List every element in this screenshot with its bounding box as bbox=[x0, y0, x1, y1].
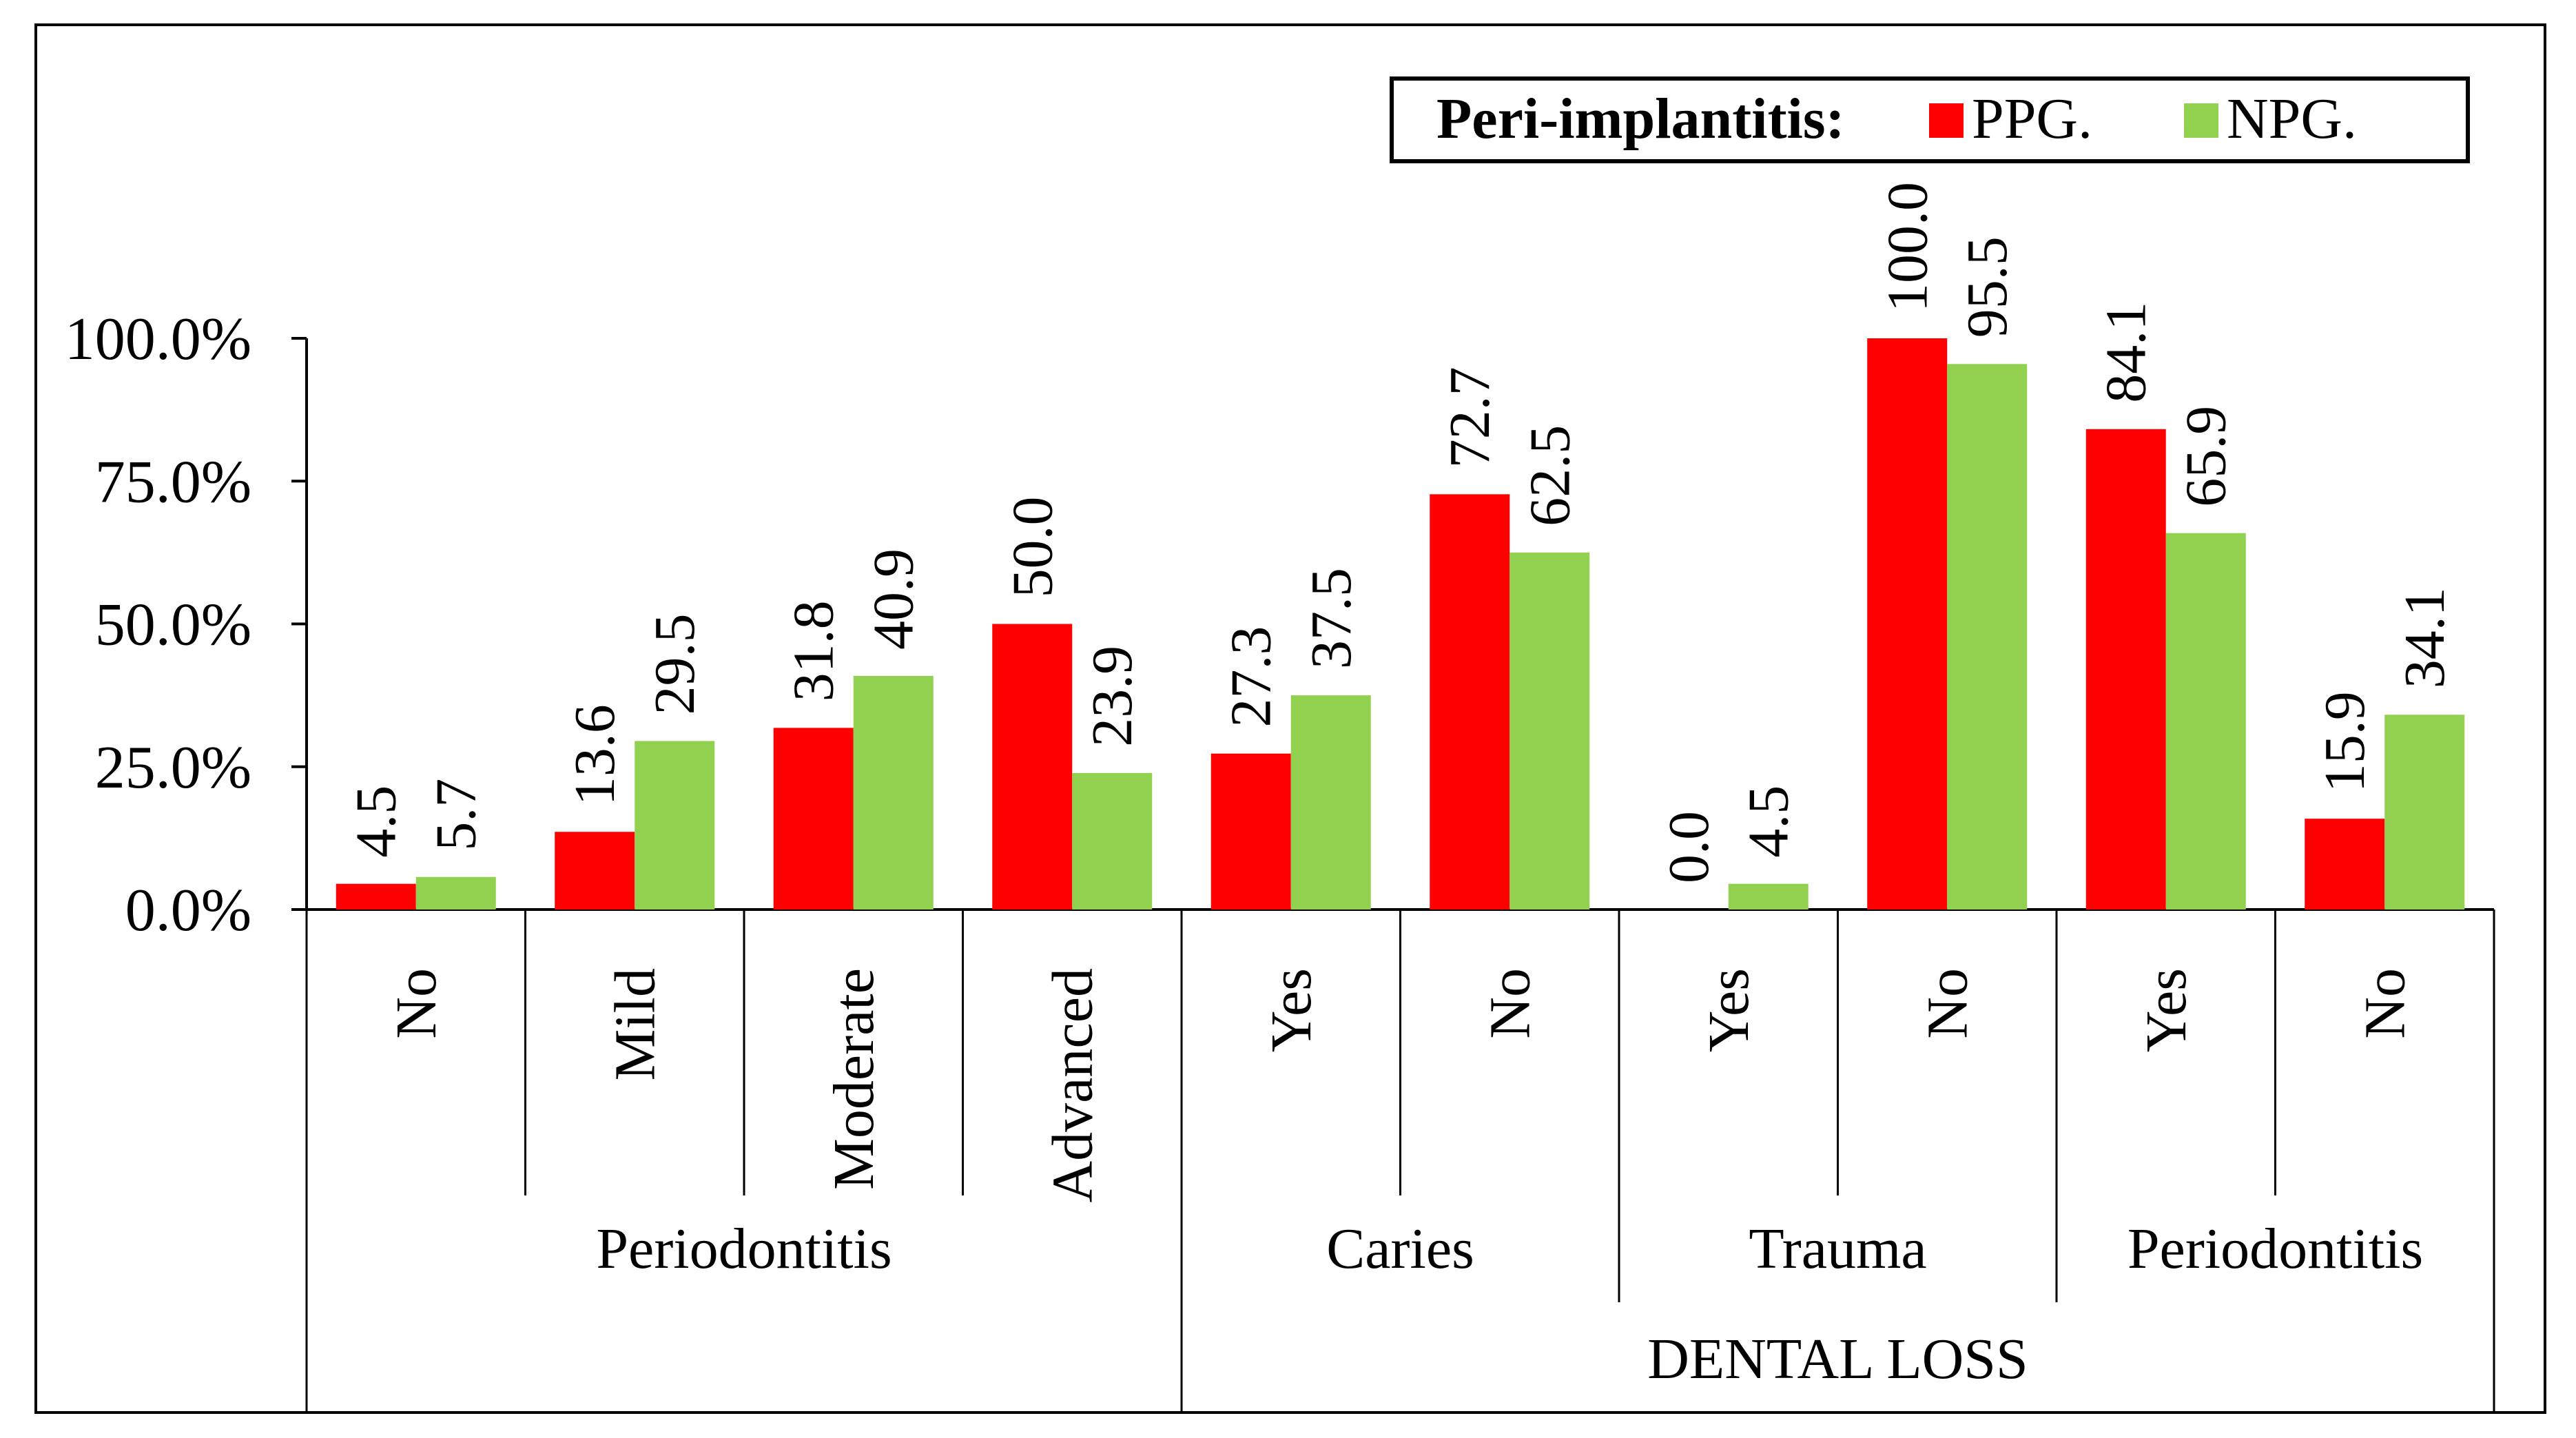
data-label-npg-4: 37.5 bbox=[1299, 568, 1363, 669]
legend-title: Peri-implantitis: bbox=[1436, 87, 1845, 151]
data-label-ppg-6: 0.0 bbox=[1657, 811, 1721, 883]
bar-npg-9 bbox=[2384, 715, 2465, 910]
bar-npg-8 bbox=[2165, 533, 2246, 910]
y-tick-label: 75.0% bbox=[95, 449, 251, 515]
y-tick-label: 50.0% bbox=[95, 592, 251, 659]
bar-ppg-1 bbox=[555, 832, 635, 910]
plot-area: 0.0%25.0%50.0%75.0%100.0%4.5 5.7No13.629.… bbox=[65, 182, 2495, 1413]
legend-label-ppg: PPG. bbox=[1972, 87, 2092, 151]
bar-npg-7 bbox=[1947, 364, 2028, 910]
bar-ppg-0 bbox=[336, 883, 416, 910]
bar-npg-2 bbox=[853, 675, 934, 910]
bar-ppg-7 bbox=[1867, 338, 1948, 910]
category-label-6: Yes bbox=[1697, 968, 1761, 1052]
category-label-2: Moderate bbox=[822, 968, 886, 1190]
bar-npg-4 bbox=[1290, 695, 1371, 910]
group-label-1: Caries bbox=[1326, 1217, 1474, 1281]
bar-ppg-3 bbox=[992, 624, 1073, 910]
supergroup-label-1: DENTAL LOSS bbox=[1647, 1327, 2028, 1391]
category-label-0: No bbox=[384, 968, 449, 1039]
legend-swatch-npg bbox=[2184, 103, 2218, 138]
data-label-npg-7: 95.5 bbox=[1955, 236, 2019, 338]
data-label-npg-0: 5.7 bbox=[424, 779, 488, 851]
bar-npg-1 bbox=[635, 741, 715, 910]
y-tick-label: 25.0% bbox=[95, 735, 251, 801]
bar-ppg-8 bbox=[2085, 429, 2166, 910]
data-label-ppg-5: 72.7 bbox=[1438, 367, 1502, 468]
group-label-3: Periodontitis bbox=[2127, 1217, 2423, 1281]
category-label-9: No bbox=[2353, 968, 2417, 1039]
data-label-npg-2: 40.9 bbox=[862, 548, 926, 650]
data-label-npg-1: 29.5 bbox=[643, 613, 707, 715]
bar-ppg-2 bbox=[773, 728, 854, 910]
category-label-3: Advanced bbox=[1040, 968, 1104, 1203]
bar-npg-0 bbox=[415, 876, 496, 910]
data-label-ppg-1: 13.6 bbox=[563, 704, 627, 805]
data-label-ppg-9: 15.9 bbox=[2313, 691, 2377, 792]
data-label-ppg-7: 100.0 bbox=[1875, 182, 1939, 312]
data-label-ppg-0: 4.5 bbox=[344, 785, 409, 858]
data-label-npg-9: 34.1 bbox=[2393, 587, 2457, 688]
data-label-ppg-2: 31.8 bbox=[782, 600, 846, 701]
bar-ppg-9 bbox=[2305, 819, 2385, 910]
group-label-0: Periodontitis bbox=[596, 1217, 892, 1281]
category-label-5: No bbox=[1478, 968, 1542, 1039]
data-label-ppg-3: 50.0 bbox=[1000, 497, 1064, 598]
y-tick-label: 0.0% bbox=[125, 877, 251, 944]
data-label-npg-8: 65.9 bbox=[2174, 406, 2238, 507]
bar-npg-3 bbox=[1072, 772, 1153, 910]
bar-ppg-5 bbox=[1430, 494, 1510, 910]
bar-ppg-4 bbox=[1210, 753, 1291, 910]
category-label-7: No bbox=[1915, 968, 1979, 1039]
legend-swatch-ppg bbox=[1929, 103, 1964, 138]
legend: Peri-implantitis: PPG. NPG. bbox=[1390, 76, 2470, 163]
category-label-1: Mild bbox=[603, 968, 667, 1080]
category-label-8: Yes bbox=[2134, 968, 2198, 1052]
data-label-npg-6: 4.5 bbox=[1737, 785, 1801, 858]
legend-label-npg: NPG. bbox=[2227, 87, 2357, 151]
y-tick-label: 100.0% bbox=[65, 306, 251, 373]
data-label-ppg-8: 84.1 bbox=[2094, 302, 2158, 403]
bar-npg-6 bbox=[1728, 883, 1809, 910]
category-label-4: Yes bbox=[1259, 968, 1323, 1052]
data-label-ppg-4: 27.3 bbox=[1219, 626, 1284, 728]
data-label-npg-3: 23.9 bbox=[1080, 646, 1144, 747]
group-label-2: Trauma bbox=[1749, 1217, 1926, 1281]
data-label-npg-5: 62.5 bbox=[1518, 425, 1582, 526]
bar-npg-5 bbox=[1509, 552, 1590, 910]
